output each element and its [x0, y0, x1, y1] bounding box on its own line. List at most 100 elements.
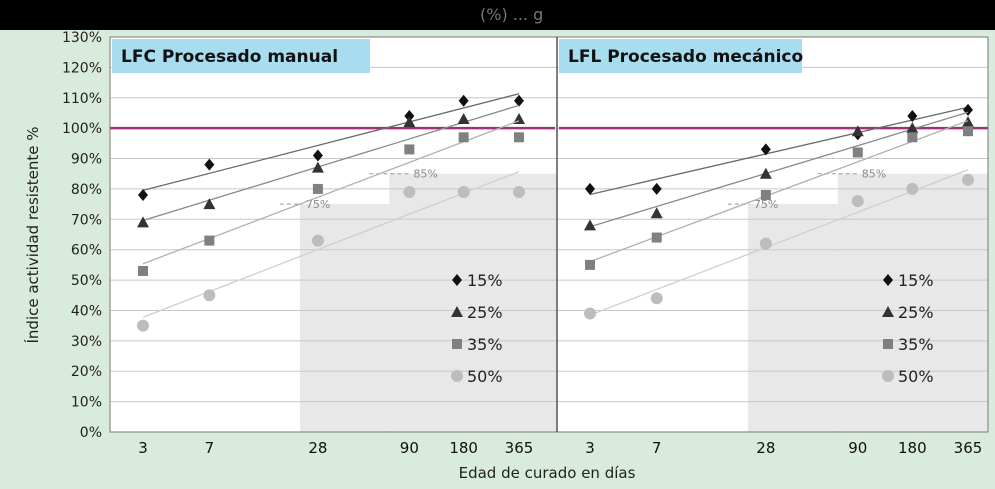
plot-frame [109, 36, 989, 433]
x-tick-label: 365 [505, 439, 534, 457]
y-tick-label: 120% [62, 60, 102, 76]
legend-label: 50% [898, 367, 934, 386]
x-tick-label: 7 [652, 439, 662, 457]
x-tick-label: 365 [954, 439, 983, 457]
x-tick-label: 90 [848, 439, 867, 457]
data-point [852, 147, 863, 158]
data-point [585, 182, 595, 195]
panel-title-tag [559, 39, 802, 73]
threshold-shade-75 [747, 204, 838, 432]
y-tick-label: 10% [71, 395, 102, 411]
legend-label: 35% [898, 335, 934, 354]
data-point [138, 189, 148, 201]
data-point [312, 149, 323, 162]
data-point [404, 110, 415, 122]
data-point [513, 185, 525, 198]
header-band [0, 0, 995, 30]
x-tick-label: 28 [756, 439, 775, 457]
panel-title: LFC Procesado manual [121, 47, 338, 67]
y-tick-label: 80% [71, 182, 102, 198]
trend-line [589, 169, 969, 316]
y-axis-title: Índice actividad resistente % [23, 126, 42, 343]
data-point [851, 195, 864, 208]
panel-title-tag [112, 39, 370, 73]
data-point [907, 110, 918, 122]
legend-marker [452, 339, 462, 349]
threshold-label: 85% [413, 168, 437, 181]
y-tick-label: 70% [71, 212, 102, 228]
y-tick-label: 40% [71, 303, 102, 319]
y-tick-label: 60% [71, 243, 102, 259]
data-point [585, 259, 595, 270]
trend-line [142, 104, 520, 222]
y-tick-label: 20% [71, 364, 102, 380]
data-point [403, 116, 416, 128]
data-point [137, 216, 149, 228]
threshold-label: 75% [306, 198, 330, 211]
x-tick-label: 180 [898, 439, 927, 457]
legend-label: 25% [898, 303, 934, 322]
legend-marker [452, 274, 462, 286]
data-point [514, 94, 524, 107]
threshold-label: 85% [862, 168, 886, 181]
y-tick-label: 100% [62, 121, 102, 137]
data-point [760, 190, 771, 200]
legend-label: 15% [898, 271, 934, 290]
data-point [403, 185, 416, 198]
data-point [759, 167, 772, 179]
y-tick-label: 110% [62, 91, 102, 107]
data-point [457, 185, 470, 198]
data-point [138, 265, 148, 276]
x-tick-label: 7 [205, 439, 215, 457]
data-point [204, 235, 215, 246]
data-point [203, 289, 216, 302]
x-tick-label: 180 [449, 439, 478, 457]
legend-marker [882, 306, 894, 317]
y-tick-label: 50% [71, 273, 102, 289]
data-point [514, 132, 524, 143]
data-point [203, 198, 216, 210]
data-point [458, 94, 469, 107]
legend-marker [882, 370, 894, 382]
data-point [137, 319, 149, 332]
x-tick-label: 28 [308, 439, 327, 457]
y-tick-label: 90% [71, 152, 102, 168]
data-point [759, 237, 772, 250]
data-point [851, 125, 864, 137]
data-point [651, 232, 662, 243]
data-point [311, 161, 324, 173]
x-tick-label: 90 [400, 439, 419, 457]
legend-label: 25% [467, 303, 503, 322]
x-tick-label: 3 [138, 439, 148, 457]
threshold-shade-85 [837, 173, 988, 432]
legend-label: 35% [467, 335, 503, 354]
x-axis-title: Edad de curado en días [459, 464, 636, 482]
data-point [963, 126, 973, 137]
y-tick-label: 130% [62, 30, 102, 46]
legend-marker [883, 339, 893, 349]
threshold-label: 75% [754, 198, 778, 211]
legend-marker [451, 370, 463, 382]
data-point [204, 158, 215, 171]
legend-label: 15% [467, 271, 503, 290]
trend-line [589, 111, 969, 228]
data-point [962, 116, 974, 128]
legend-label: 50% [467, 367, 503, 386]
data-point [584, 307, 596, 320]
data-point [457, 113, 470, 125]
trend-line [589, 106, 969, 196]
data-point [962, 173, 974, 186]
data-point [907, 132, 918, 143]
y-tick-label: 0% [80, 425, 102, 441]
header-title-fragment: (%) ... g [480, 5, 543, 24]
legend-marker [451, 306, 463, 317]
data-point [651, 182, 662, 195]
legend-marker [883, 274, 893, 286]
data-point [760, 143, 771, 156]
data-point [650, 207, 663, 219]
data-point [650, 292, 663, 305]
data-point [584, 219, 596, 231]
x-tick-label: 3 [585, 439, 595, 457]
data-point [906, 182, 919, 195]
